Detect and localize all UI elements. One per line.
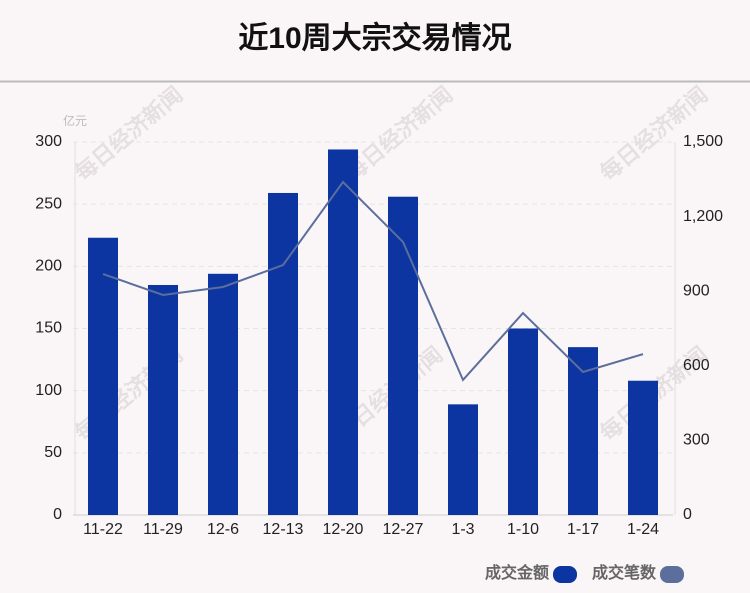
x-tick-label: 1-17 [567,521,599,538]
legend-label: 成交金额 [485,563,549,582]
y-tick-label: 0 [53,506,62,523]
y-unit: 亿元 [63,113,87,128]
x-tick-label: 1-10 [507,521,539,538]
y2-tick-label: 1,500 [683,133,723,150]
bar [628,380,658,515]
bar [508,328,538,515]
x-tick-label: 12-6 [207,521,239,538]
x-tick-label: 1-3 [451,521,474,538]
legend-label: 成交笔数 [592,563,657,582]
y2-tick-label: 900 [683,282,710,299]
bar [568,347,598,515]
bar [268,192,298,515]
bar [448,404,478,515]
y-tick-label: 300 [35,133,62,150]
line [102,180,644,382]
bar [388,196,418,515]
x-tick-label: 11-22 [83,521,123,538]
bar [148,284,178,515]
y-tick-label: 100 [35,382,62,399]
y2-tick-label: 0 [683,506,692,523]
bar [88,237,118,515]
legend-swatch [660,566,684,583]
bar [208,273,238,515]
bar [328,149,358,515]
y-tick-label: 150 [35,320,62,337]
legend-swatch [553,566,577,583]
y-tick-label: 200 [35,258,62,275]
y-tick-label: 250 [35,195,62,212]
x-tick-label: 12-13 [263,521,304,538]
x-tick-label: 12-20 [323,521,364,538]
y-tick-label: 50 [44,444,62,461]
chart-title: 近10周大宗交易情况 [238,21,511,55]
x-tick-label: 11-29 [143,521,183,538]
y2-tick-label: 300 [683,432,710,449]
y2-tick-label: 600 [683,357,710,374]
x-tick-label: 12-27 [383,521,424,538]
y2-tick-label: 1,200 [683,208,723,225]
x-tick-label: 1-24 [627,521,659,538]
